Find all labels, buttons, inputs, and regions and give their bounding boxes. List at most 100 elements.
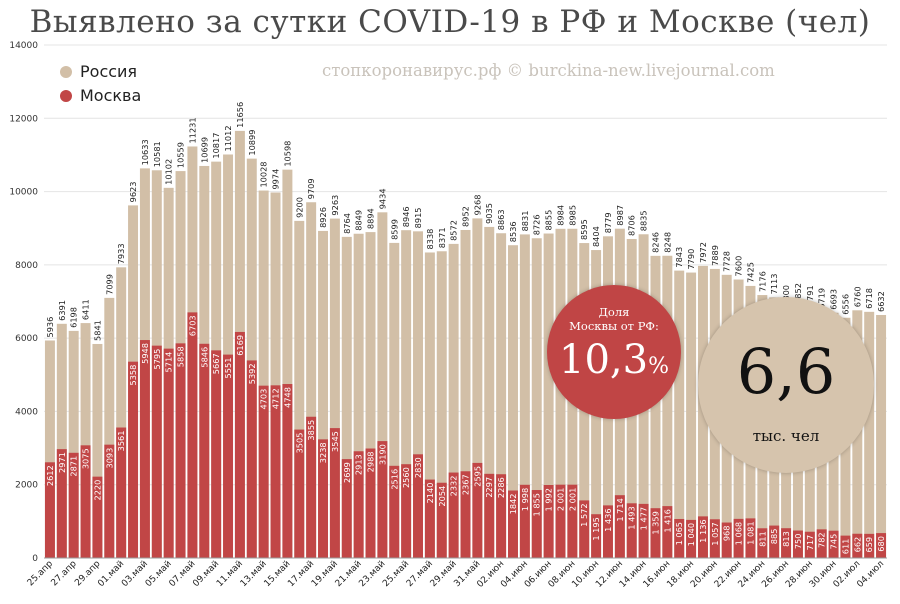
- russia-value-label: 10899: [247, 130, 257, 156]
- moscow-bar: [508, 490, 518, 558]
- russia-bar: [353, 233, 364, 558]
- moscow-value-label: 1 855: [532, 493, 542, 516]
- moscow-bar: [401, 464, 412, 558]
- russia-bar: [68, 330, 79, 558]
- russia-bar: [508, 245, 518, 559]
- moscow-bar: [199, 343, 210, 558]
- russia-bar: [460, 229, 471, 558]
- moscow-share-caption-line1: Доля: [598, 305, 630, 319]
- russia-value-label: 7843: [674, 247, 684, 268]
- russia-bar: [258, 190, 269, 559]
- y-tick-label: 10000: [9, 188, 38, 198]
- moscow-value-label: 2988: [366, 452, 376, 473]
- moscow-value-label: 3561: [116, 431, 126, 452]
- russia-value-label: 8764: [342, 213, 352, 234]
- moscow-value-label: 662: [852, 537, 862, 553]
- russia-value-label: 6198: [69, 307, 79, 328]
- moscow-bar: [68, 452, 79, 558]
- chart-title: Выявлено за сутки COVID-19 в РФ и Москве…: [29, 4, 871, 40]
- moscow-bar: [721, 522, 732, 558]
- moscow-bar: [709, 519, 720, 558]
- moscow-value-label: 3093: [104, 448, 114, 469]
- russia-value-label: 6800: [781, 285, 791, 306]
- russia-value-label: 8599: [389, 219, 399, 240]
- russia-value-label: 6718: [864, 288, 874, 309]
- moscow-bar: [92, 476, 103, 558]
- moscow-bar: [828, 530, 839, 558]
- moscow-bar: [733, 518, 744, 558]
- moscow-value-label: 885: [769, 529, 779, 545]
- russia-value-label: 7790: [686, 249, 696, 270]
- y-tick-label: 0: [32, 554, 38, 564]
- moscow-bar: [424, 479, 435, 558]
- legend-moscow-swatch: [60, 90, 72, 102]
- russia-value-label: 8371: [437, 227, 447, 248]
- moscow-bar: [329, 428, 340, 558]
- moscow-value-label: 1 998: [520, 488, 530, 511]
- moscow-value-label: 1 057: [710, 522, 720, 545]
- moscow-bar: [531, 490, 542, 558]
- russia-value-label: 8572: [449, 220, 459, 241]
- moscow-bar: [697, 516, 708, 558]
- moscow-bar: [306, 416, 317, 558]
- russia-bar: [282, 169, 293, 558]
- moscow-value-label: 680: [876, 536, 886, 552]
- russia-bar: [674, 270, 685, 558]
- moscow-value-label: 750: [793, 534, 803, 550]
- moscow-bar: [484, 473, 495, 558]
- russia-bar: [44, 340, 55, 558]
- russia-bar: [306, 202, 317, 558]
- moscow-bar: [436, 482, 447, 558]
- moscow-value-label: 4748: [282, 387, 292, 408]
- russia-bar: [496, 233, 507, 558]
- moscow-bar: [852, 533, 863, 558]
- russia-value-label: 9434: [377, 188, 387, 209]
- legend-moscow-label: Москва: [80, 86, 142, 105]
- russia-value-label: 8404: [591, 226, 601, 247]
- russia-value-label: 7972: [698, 242, 708, 263]
- moscow-value-label: 1 493: [627, 506, 637, 529]
- moscow-bar: [282, 384, 293, 558]
- moscow-value-label: 5714: [164, 352, 174, 373]
- russia-value-label: 6719: [817, 288, 827, 309]
- moscow-bar: [223, 354, 234, 558]
- y-axis: 0 2000 4000 6000 8000 10000 12000 14000: [9, 41, 887, 564]
- russia-value-label: 10559: [176, 142, 186, 168]
- russia-bar: [92, 343, 103, 558]
- moscow-value-label: 6703: [187, 315, 197, 336]
- moscow-bar: [757, 528, 768, 558]
- russia-bar: [413, 231, 423, 559]
- moscow-share-bubble: Доля Москвы от РФ: 10,3%: [547, 285, 681, 419]
- russia-value-label: 8894: [366, 208, 376, 229]
- moscow-bar: [745, 518, 756, 558]
- russia-bar: [519, 234, 530, 558]
- moscow-bar: [662, 506, 673, 558]
- russia-bar: [104, 297, 115, 558]
- moscow-bar: [567, 484, 578, 558]
- moscow-value-label: 2054: [437, 486, 447, 507]
- moscow-value-label: 1 477: [639, 507, 649, 530]
- russia-bar: [543, 233, 554, 558]
- moscow-value-label: 611: [840, 539, 850, 555]
- y-tick-label: 14000: [9, 41, 38, 51]
- russia-value-label: 8984: [555, 205, 565, 226]
- moscow-value-label: 2560: [401, 467, 411, 488]
- russia-value-label: 8987: [615, 205, 625, 226]
- moscow-bar: [246, 360, 257, 558]
- total-cases-bubble: 6,6 тыс. чел: [698, 297, 874, 473]
- moscow-value-label: 2 001: [555, 488, 565, 511]
- russia-value-label: 8595: [579, 219, 589, 240]
- legend-russia-label: Россия: [80, 62, 138, 81]
- moscow-bar: [104, 444, 115, 558]
- moscow-bar: [318, 439, 329, 558]
- moscow-value-label: 813: [781, 531, 791, 547]
- moscow-bar: [211, 350, 222, 558]
- moscow-value-label: 5858: [176, 346, 186, 367]
- y-tick-label: 2000: [15, 481, 38, 491]
- russia-value-label: 8246: [650, 232, 660, 253]
- moscow-bar: [602, 505, 613, 558]
- moscow-value-label: 5392: [247, 363, 257, 384]
- moscow-share-value: 10,3%: [547, 337, 681, 383]
- moscow-value-label: 2140: [425, 483, 435, 504]
- moscow-value-label: 782: [817, 532, 827, 548]
